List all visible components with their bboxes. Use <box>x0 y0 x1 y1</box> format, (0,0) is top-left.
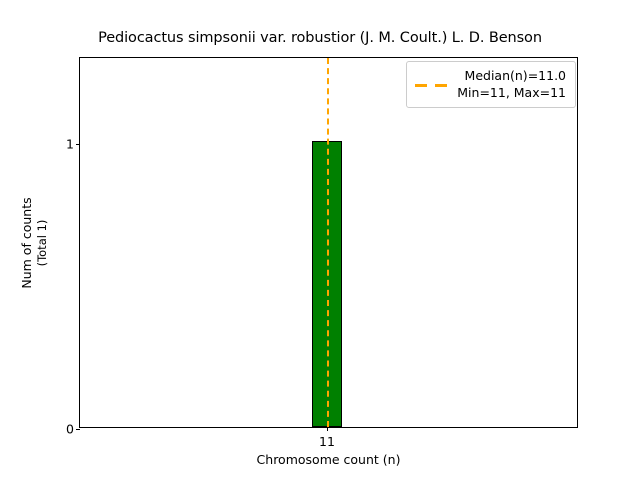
y-axis-label-main: Num of counts <box>19 196 34 289</box>
legend-row-median: Median(n)=11.0 Min=11, Max=11 <box>415 68 566 101</box>
legend-text-block: Median(n)=11.0 Min=11, Max=11 <box>457 68 566 101</box>
dashed-line-icon <box>415 79 449 91</box>
y-axis-label: Num of counts (Total 1) <box>19 197 49 288</box>
xtick-label-11: 11 <box>319 434 335 449</box>
plot-area <box>80 58 577 427</box>
legend-label-range: Min=11, Max=11 <box>457 84 566 100</box>
plot-axes: 0 1 11 Median(n)=11.0 Min=11, Max=11 <box>66 57 578 449</box>
median-line <box>327 58 329 427</box>
y-axis-label-sub: (Total 1) <box>34 219 49 266</box>
xtick-mark-11 <box>327 427 328 431</box>
chart-title: Pediocactus simpsonii var. robustior (J.… <box>98 30 542 46</box>
x-axis-label: Chromosome count (n) <box>256 452 401 467</box>
ytick-label-1: 1 <box>66 136 74 152</box>
ytick-mark-0 <box>76 429 80 430</box>
y-axis-label-wrap: Num of counts (Total 1) <box>17 57 51 428</box>
ytick-label-0: 0 <box>66 421 74 437</box>
ytick-mark-1 <box>76 144 80 145</box>
legend-label-median: Median(n)=11.0 <box>464 68 566 83</box>
chart-legend: Median(n)=11.0 Min=11, Max=11 <box>406 61 576 108</box>
